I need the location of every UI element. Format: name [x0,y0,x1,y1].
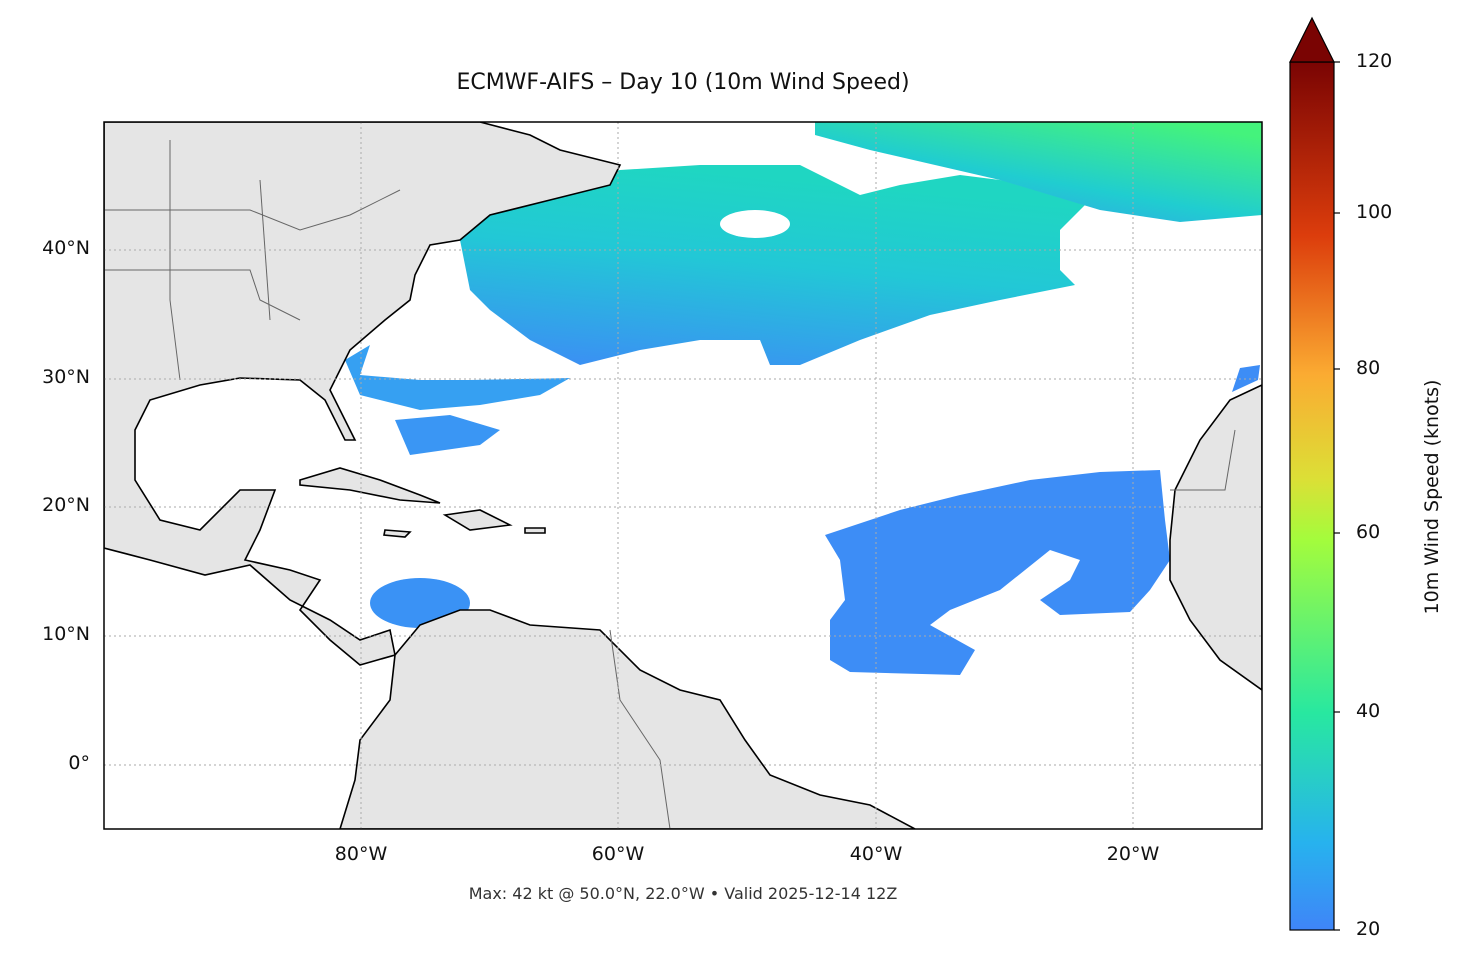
colorbar-label: 10m Wind Speed (knots) [1421,379,1443,615]
gridlines [104,122,1262,829]
lat-label-30n: 30°N [42,366,90,388]
puerto-rico [524,527,546,534]
lat-label-0: 0° [68,752,90,774]
wind-region-east-atlantic [825,470,1170,675]
colorbar [1289,16,1340,931]
lon-label-80w: 80°W [334,843,388,865]
cuba [299,467,441,504]
lon-label-40w: 40°W [849,843,903,865]
lon-label-60w: 60°W [591,843,645,865]
lat-label-40n: 40°N [42,237,90,259]
colorbar-tick-120: 120 [1356,50,1393,72]
map-title: ECMWF-AIFS – Day 10 (10m Wind Speed) [456,70,910,95]
lat-label-20n: 20°N [42,494,90,516]
africa [1169,384,1262,691]
wind-field [258,122,1262,675]
colorbar-tick-100: 100 [1356,201,1393,223]
map-frame [103,121,1263,830]
colorbar-extend-arrow [1289,16,1335,63]
wind-region-northeast-atlantic [815,122,1262,222]
colorbar-tick-20: 20 [1356,918,1381,940]
colorbar-tick-40: 40 [1356,700,1381,722]
colorbar-scale [1289,61,1335,931]
map-area [104,122,1262,829]
wind-region-gulf-band [345,345,570,410]
south-america [339,609,916,829]
jamaica [383,529,412,538]
wind-region-bahamas [395,415,500,455]
land [104,122,1262,829]
hispaniola [442,509,513,531]
lat-label-10n: 10°N [42,623,90,645]
colorbar-tick-80: 80 [1356,357,1381,379]
footer-caption: Max: 42 kt @ 50.0°N, 22.0°W • Valid 2025… [468,884,898,903]
wind-region-northwest-atlantic [460,165,1090,365]
colorbar-tick-60: 60 [1356,521,1381,543]
north-america [104,122,622,666]
lon-label-20w: 20°W [1106,843,1160,865]
